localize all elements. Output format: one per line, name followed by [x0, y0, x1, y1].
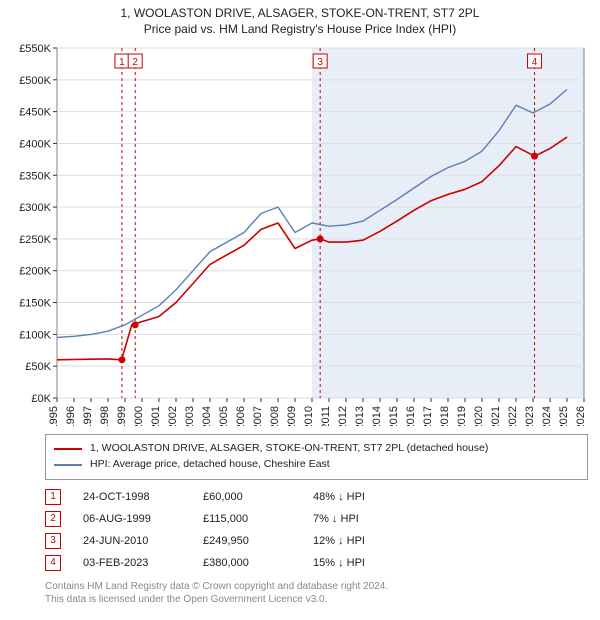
svg-text:2009: 2009: [286, 406, 298, 426]
svg-text:2026: 2026: [575, 406, 587, 426]
attribution-line: Contains HM Land Registry data © Crown c…: [45, 580, 588, 594]
legend-item: HPI: Average price, detached house, Ches…: [54, 457, 579, 473]
svg-text:2019: 2019: [456, 406, 468, 426]
title-address: 1, WOOLASTON DRIVE, ALSAGER, STOKE-ON-TR…: [8, 6, 592, 20]
svg-text:2023: 2023: [524, 406, 536, 426]
transaction-row: 2 06-AUG-1999£115,0007% ↓ HPI: [45, 508, 588, 530]
svg-text:£100K: £100K: [19, 329, 51, 341]
svg-text:£500K: £500K: [19, 75, 51, 87]
svg-text:2020: 2020: [473, 406, 485, 426]
svg-text:£50K: £50K: [25, 361, 51, 373]
transaction-price: £115,000: [203, 513, 313, 525]
svg-text:£250K: £250K: [19, 234, 51, 246]
svg-text:2006: 2006: [235, 406, 247, 426]
legend-label: 1, WOOLASTON DRIVE, ALSAGER, STOKE-ON-TR…: [90, 441, 488, 457]
transaction-date: 24-JUN-2010: [83, 535, 203, 547]
transaction-row: 4 03-FEB-2023£380,00015% ↓ HPI: [45, 552, 588, 574]
svg-text:£0K: £0K: [31, 393, 51, 405]
transaction-price: £249,950: [203, 535, 313, 547]
legend-swatch: [54, 464, 82, 466]
svg-text:£550K: £550K: [19, 43, 51, 55]
transaction-delta: 48% ↓ HPI: [313, 491, 423, 503]
svg-text:2012: 2012: [337, 406, 349, 426]
svg-text:3: 3: [317, 57, 323, 68]
svg-text:£400K: £400K: [19, 138, 51, 150]
legend-item: 1, WOOLASTON DRIVE, ALSAGER, STOKE-ON-TR…: [54, 441, 579, 457]
transactions-table: 1 24-OCT-1998£60,00048% ↓ HPI 2 06-AUG-1999…: [45, 486, 588, 574]
svg-text:£300K: £300K: [19, 202, 51, 214]
svg-text:2002: 2002: [167, 406, 179, 426]
svg-text:£150K: £150K: [19, 298, 51, 310]
transaction-badge: 4: [45, 555, 61, 571]
legend-swatch: [54, 448, 82, 450]
svg-text:1999: 1999: [116, 406, 128, 426]
transaction-date: 24-OCT-1998: [83, 491, 203, 503]
svg-text:2014: 2014: [371, 406, 383, 426]
svg-text:2011: 2011: [320, 406, 332, 426]
svg-text:2022: 2022: [507, 406, 519, 426]
svg-text:2016: 2016: [405, 406, 417, 426]
svg-text:1: 1: [119, 57, 125, 68]
transaction-delta: 12% ↓ HPI: [313, 535, 423, 547]
svg-text:2013: 2013: [354, 406, 366, 426]
price-chart: £0K £50K £100K £150K £200K £250K £300K £350K £40…: [12, 42, 588, 426]
svg-text:2025: 2025: [558, 406, 570, 426]
svg-text:2017: 2017: [422, 406, 434, 426]
transaction-badge: 3: [45, 533, 61, 549]
svg-text:2021: 2021: [490, 406, 502, 426]
transaction-row: 1 24-OCT-1998£60,00048% ↓ HPI: [45, 486, 588, 508]
svg-text:1997: 1997: [82, 406, 94, 426]
svg-text:1995: 1995: [48, 406, 60, 426]
svg-text:2001: 2001: [150, 406, 162, 426]
svg-text:2: 2: [132, 57, 138, 68]
svg-text:£200K: £200K: [19, 266, 51, 278]
svg-text:2005: 2005: [218, 406, 230, 426]
transaction-badge: 1: [45, 489, 61, 505]
svg-text:2003: 2003: [184, 406, 196, 426]
attribution-line: This data is licensed under the Open Gov…: [45, 593, 588, 607]
svg-text:2000: 2000: [133, 406, 145, 426]
svg-text:2015: 2015: [388, 406, 400, 426]
attribution: Contains HM Land Registry data © Crown c…: [45, 580, 588, 607]
svg-text:2008: 2008: [269, 406, 281, 426]
svg-text:2007: 2007: [252, 406, 264, 426]
transaction-delta: 7% ↓ HPI: [313, 513, 423, 525]
svg-text:2018: 2018: [439, 406, 451, 426]
transaction-price: £60,000: [203, 491, 313, 503]
transaction-delta: 15% ↓ HPI: [313, 557, 423, 569]
legend: 1, WOOLASTON DRIVE, ALSAGER, STOKE-ON-TR…: [45, 434, 588, 480]
svg-text:1996: 1996: [65, 406, 77, 426]
title-subtitle: Price paid vs. HM Land Registry's House …: [8, 22, 592, 36]
transaction-price: £380,000: [203, 557, 313, 569]
transaction-date: 06-AUG-1999: [83, 513, 203, 525]
svg-text:2004: 2004: [201, 406, 213, 426]
legend-label: HPI: Average price, detached house, Ches…: [90, 457, 330, 473]
svg-text:2010: 2010: [303, 406, 315, 426]
svg-text:2024: 2024: [541, 406, 553, 426]
svg-text:4: 4: [532, 57, 538, 68]
transaction-date: 03-FEB-2023: [83, 557, 203, 569]
svg-text:1998: 1998: [99, 406, 111, 426]
transaction-row: 3 24-JUN-2010£249,95012% ↓ HPI: [45, 530, 588, 552]
svg-text:£350K: £350K: [19, 170, 51, 182]
svg-text:£450K: £450K: [19, 107, 51, 119]
transaction-badge: 2: [45, 511, 61, 527]
